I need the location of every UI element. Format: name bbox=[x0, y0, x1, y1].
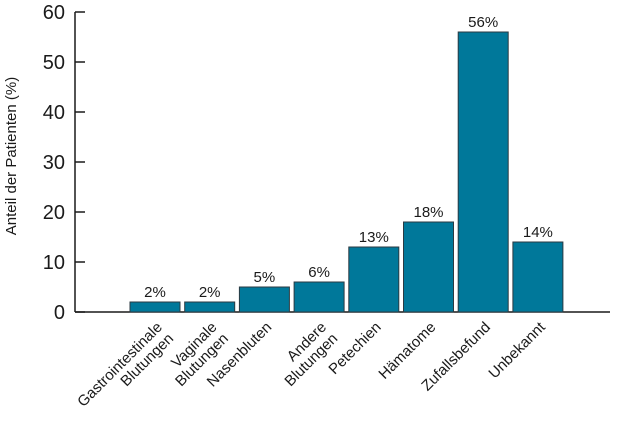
bar-value-label: 6% bbox=[308, 264, 330, 281]
bar bbox=[348, 246, 400, 313]
x-axis-labels: GastrointestinaleBlutungenVaginaleBlutun… bbox=[74, 318, 549, 411]
bar bbox=[403, 221, 454, 313]
bar-value-label: 56% bbox=[468, 14, 498, 31]
bar-value-label: 5% bbox=[254, 269, 276, 286]
bar-value-label: 13% bbox=[359, 229, 389, 246]
y-tick-label: 0 bbox=[54, 302, 65, 324]
y-tick-label: 60 bbox=[43, 2, 65, 24]
y-tick-label: 10 bbox=[43, 252, 65, 274]
bar bbox=[457, 31, 509, 313]
bar-series: 2% 2% 5% 6% 13% 18% 56% 14% bbox=[129, 14, 564, 313]
x-category-label: Unbekannt bbox=[485, 318, 549, 382]
bar bbox=[238, 286, 290, 313]
x-category-label-line: Unbekannt bbox=[485, 318, 549, 382]
bar bbox=[184, 301, 236, 313]
bar-value-label: 2% bbox=[144, 284, 166, 301]
bar-value-label: 18% bbox=[413, 204, 443, 221]
y-axis-title: Anteil der Patienten (%) bbox=[3, 77, 20, 235]
bar-value-label: 2% bbox=[199, 284, 221, 301]
bar bbox=[293, 281, 345, 313]
y-tick-label: 50 bbox=[43, 52, 65, 74]
bar bbox=[512, 241, 564, 313]
y-tick-label: 20 bbox=[43, 202, 65, 224]
y-tick-label: 30 bbox=[43, 152, 65, 174]
y-axis-ticks: 0 10 20 30 40 50 60 bbox=[43, 2, 85, 324]
bar bbox=[129, 301, 181, 313]
bar-value-label: 14% bbox=[523, 224, 553, 241]
y-tick-label: 40 bbox=[43, 102, 65, 124]
